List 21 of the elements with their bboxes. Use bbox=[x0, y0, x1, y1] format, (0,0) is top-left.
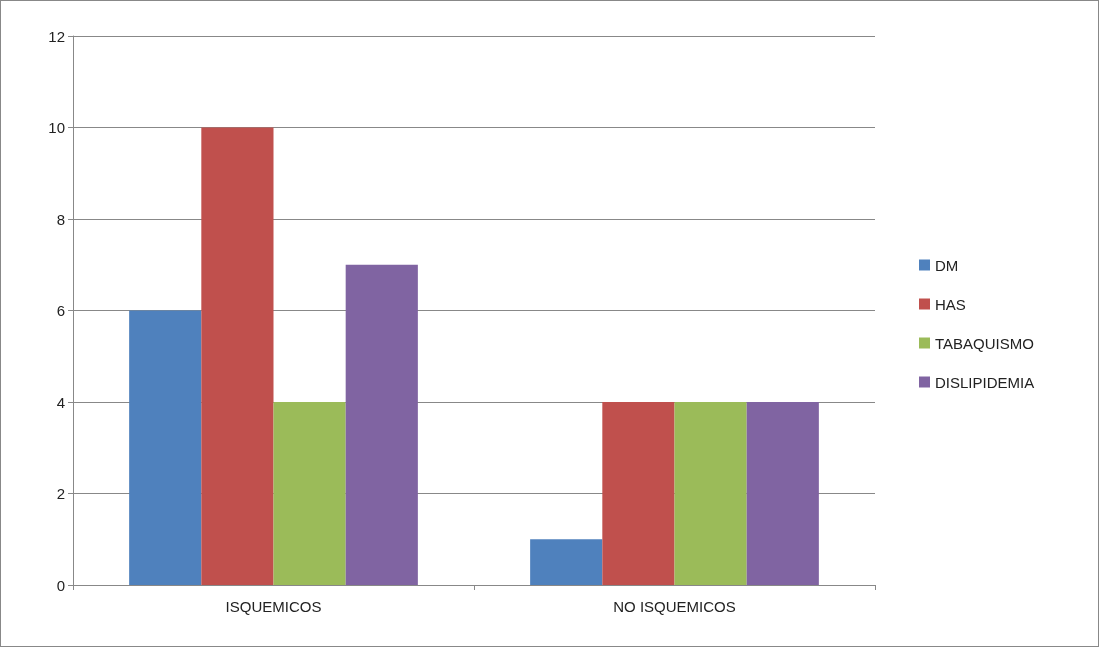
bar bbox=[345, 264, 418, 585]
bar bbox=[746, 402, 819, 585]
bar bbox=[129, 310, 202, 585]
y-tick-label: 0 bbox=[56, 576, 65, 594]
bar bbox=[602, 402, 675, 585]
legend-label: HAS bbox=[935, 295, 966, 313]
bar bbox=[674, 402, 747, 585]
y-tick-label: 2 bbox=[56, 485, 65, 502]
bar bbox=[273, 402, 346, 585]
y-tick-label: 10 bbox=[48, 119, 65, 136]
bar bbox=[201, 127, 274, 585]
legend-label: TABAQUISMO bbox=[935, 334, 1034, 352]
legend-label: DISLIPIDEMIA bbox=[935, 373, 1035, 391]
y-tick-label: 4 bbox=[56, 393, 65, 411]
legend-label: DM bbox=[935, 256, 959, 274]
x-tick-label: NO ISQUEMICOS bbox=[613, 598, 736, 615]
y-tick-label: 8 bbox=[56, 210, 65, 228]
y-tick-label: 6 bbox=[56, 302, 65, 319]
x-tick-label: ISQUEMICOS bbox=[225, 598, 322, 615]
bar bbox=[530, 539, 603, 585]
y-tick-label: 12 bbox=[48, 27, 65, 45]
